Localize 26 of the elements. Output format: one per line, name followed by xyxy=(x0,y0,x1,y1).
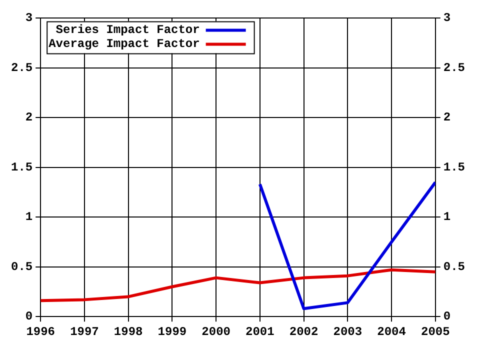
y2-tick-label: 1.5 xyxy=(443,160,466,174)
x-tick-label: 2004 xyxy=(377,324,406,339)
y2-tick-label: 2 xyxy=(443,110,451,125)
legend-label: Series Impact Factor xyxy=(56,23,200,38)
y-tick-label: 3 xyxy=(25,11,33,26)
x-tick-label: 2005 xyxy=(420,324,450,339)
y-tick-label: 0.5 xyxy=(10,260,33,274)
y-tick-label: 1 xyxy=(25,210,33,224)
y-tick-label: 2.5 xyxy=(10,60,33,75)
x-tick-label: 1998 xyxy=(114,324,143,339)
x-tick-label: 1996 xyxy=(26,324,56,339)
y2-tick-label: 0 xyxy=(443,310,451,324)
y2-tick-label: 3 xyxy=(443,11,451,26)
x-tick-label: 1999 xyxy=(158,324,187,339)
x-tick-label: 2002 xyxy=(289,324,318,339)
y2-tick-label: 0.5 xyxy=(443,260,466,274)
y-tick-label: 0 xyxy=(25,310,33,324)
legend-label: Average Impact Factor xyxy=(48,37,200,52)
y-tick-label: 2 xyxy=(25,110,33,125)
x-tick-label: 2000 xyxy=(202,324,230,339)
x-tick-label: 2003 xyxy=(333,324,362,339)
x-tick-label: 1997 xyxy=(70,324,99,339)
y-tick-label: 1.5 xyxy=(10,160,33,174)
x-tick-label: 2001 xyxy=(246,324,274,339)
y2-tick-label: 2.5 xyxy=(443,60,466,75)
y2-tick-label: 1 xyxy=(443,210,451,224)
